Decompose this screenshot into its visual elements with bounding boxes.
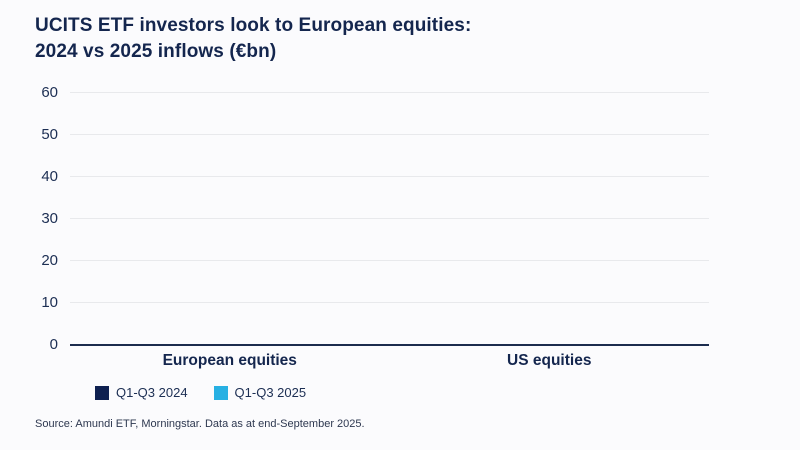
x-category-label-0: European equities [162, 352, 297, 369]
x-category-label-1: US equities [507, 352, 592, 369]
x-axis-category-labels: European equities US equities [70, 352, 709, 370]
bars-layer [70, 93, 709, 345]
chart-title: UCITS ETF investors look to European equ… [35, 13, 471, 65]
x-axis-baseline [70, 344, 709, 346]
y-tick-label-0: 0 [49, 336, 58, 353]
gridline-50 [70, 134, 709, 135]
source-note: Source: Amundi ETF, Morningstar. Data as… [35, 418, 365, 430]
y-tick-label-60: 60 [41, 84, 58, 101]
gridline-30 [70, 218, 709, 219]
y-tick-label-50: 50 [41, 126, 58, 143]
gridline-40 [70, 176, 709, 177]
legend-label: Q1-Q3 2025 [234, 385, 307, 400]
gridline-10 [70, 302, 709, 303]
legend-item-1: Q1-Q3 2025 [213, 385, 307, 401]
chart-title-line2: 2024 vs 2025 inflows (€bn) [35, 41, 277, 62]
y-tick-label-40: 40 [41, 168, 58, 185]
gridline-60 [70, 92, 709, 93]
legend-swatch-icon [213, 386, 228, 400]
plot-area [70, 92, 709, 346]
y-tick-label-10: 10 [41, 294, 58, 311]
y-tick-label-20: 20 [41, 252, 58, 269]
chart-title-line1: UCITS ETF investors look to European equ… [35, 15, 472, 36]
legend-item-0: Q1-Q3 2024 [95, 385, 188, 401]
gridline-20 [70, 260, 709, 261]
legend-label: Q1-Q3 2024 [116, 385, 188, 400]
y-tick-label-30: 30 [41, 210, 58, 227]
legend-swatch-icon [95, 386, 109, 400]
legend: Q1-Q3 2024 Q1-Q3 2025 [95, 385, 332, 401]
